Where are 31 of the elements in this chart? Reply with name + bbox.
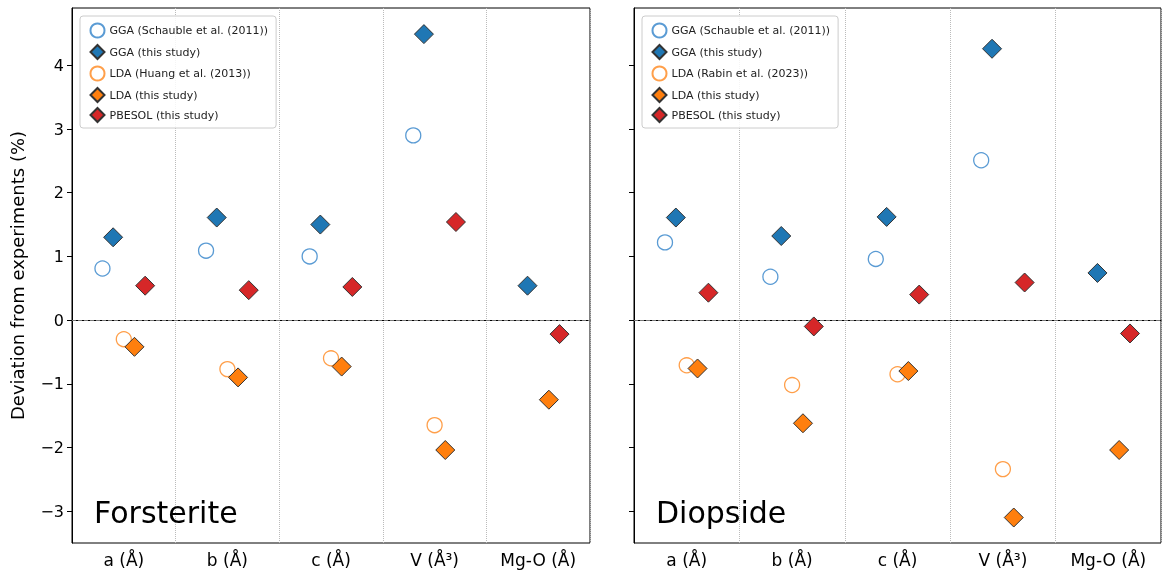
x-tick-label: a (Å): [103, 548, 145, 570]
x-tick-label: c (Å): [877, 548, 918, 570]
legend-label: GGA (this study): [109, 45, 201, 59]
y-axis-title: Deviation from experiments (%): [6, 130, 28, 421]
y-tick-label: −3: [40, 501, 64, 521]
legend-label: GGA (this study): [671, 45, 763, 59]
x-tick-label: c (Å): [311, 548, 351, 570]
legend-label: LDA (Rabin et al. (2023)): [671, 67, 809, 80]
y-tick-label: 0: [53, 310, 64, 330]
y-tick-label: 3: [53, 119, 64, 139]
legend-label: PBESOL (this study): [109, 108, 219, 122]
x-tick-label: b (Å): [771, 548, 813, 570]
legend-label: GGA (Schauble et al. (2011)): [109, 24, 269, 37]
y-tick-label: −2: [40, 437, 64, 457]
x-tick-label: a (Å): [666, 548, 708, 570]
y-tick-label: 4: [53, 55, 64, 75]
legend-label: LDA (this study): [671, 88, 760, 102]
x-tick-label: Mg-O (Å): [500, 548, 577, 570]
legend-label: GGA (Schauble et al. (2011)): [671, 24, 831, 37]
y-tick-label: 2: [53, 183, 64, 203]
legend-label: PBESOL (this study): [671, 108, 781, 122]
y-tick-label: −1: [40, 374, 64, 394]
legend-label: LDA (this study): [109, 88, 198, 102]
x-tick-label: b (Å): [206, 548, 248, 570]
x-tick-label: V (Å³): [410, 548, 459, 570]
x-tick-label: Mg-O (Å): [1070, 548, 1147, 570]
x-tick-label: V (Å³): [978, 548, 1028, 570]
legend-label: LDA (Huang et al. (2013)): [109, 67, 251, 80]
annotation: Forsterite: [94, 494, 238, 530]
y-tick-label: 1: [53, 246, 64, 266]
annotation: Diopside: [656, 494, 787, 530]
